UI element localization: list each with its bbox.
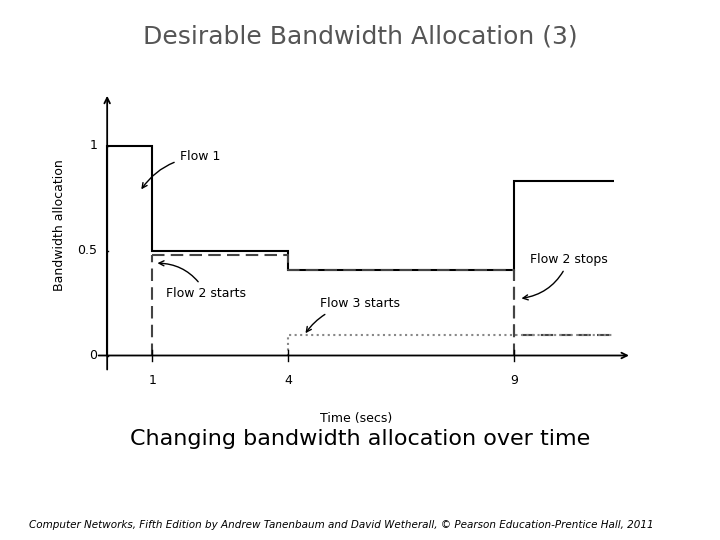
Text: Desirable Bandwidth Allocation (3): Desirable Bandwidth Allocation (3) bbox=[143, 24, 577, 48]
Text: 0.5: 0.5 bbox=[77, 244, 97, 257]
Text: Time (secs): Time (secs) bbox=[320, 412, 392, 425]
Text: Computer Networks, Fifth Edition by Andrew Tanenbaum and David Wetherall, © Pear: Computer Networks, Fifth Edition by Andr… bbox=[29, 520, 654, 530]
Text: 1: 1 bbox=[89, 139, 97, 152]
Text: Changing bandwidth allocation over time: Changing bandwidth allocation over time bbox=[130, 429, 590, 449]
Text: 0: 0 bbox=[89, 349, 97, 362]
Text: Flow 2 starts: Flow 2 starts bbox=[159, 261, 246, 300]
Text: 9: 9 bbox=[510, 374, 518, 387]
Text: 4: 4 bbox=[284, 374, 292, 387]
Text: Flow 2 stops: Flow 2 stops bbox=[523, 253, 608, 300]
Text: Flow 3 starts: Flow 3 starts bbox=[307, 297, 400, 332]
Text: Bandwidth allocation: Bandwidth allocation bbox=[53, 159, 66, 291]
Text: 1: 1 bbox=[148, 374, 156, 387]
Text: Flow 1: Flow 1 bbox=[142, 150, 220, 188]
